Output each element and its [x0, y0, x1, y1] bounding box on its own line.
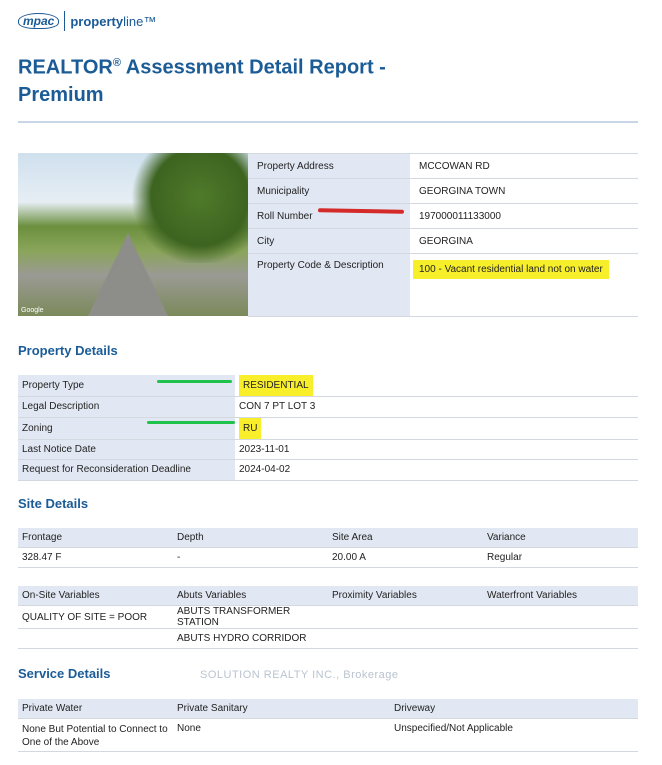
- table-row: Last Notice Date 2023-11-01: [18, 439, 638, 460]
- cell: [328, 629, 483, 648]
- service-details-table: Private Water Private Sanitary Driveway No…: [18, 699, 638, 752]
- cell: QUALITY OF SITE = POOR: [22, 611, 148, 623]
- property-details-table: Property Type RESIDENTIAL Legal Descripti…: [18, 375, 638, 481]
- row-label: Property Address: [248, 154, 410, 178]
- column-header: Proximity Variables: [332, 590, 417, 601]
- row-value: 100 - Vacant residential land not on wat…: [413, 260, 609, 279]
- cell: [328, 606, 483, 628]
- table-row: Municipality GEORGINA TOWN: [248, 179, 638, 204]
- green-marker-annotation: [147, 421, 235, 424]
- cell: ABUTS HYDRO CORRIDOR: [177, 633, 307, 644]
- column-header: On-Site Variables: [22, 590, 100, 601]
- logo-product: property: [70, 13, 124, 29]
- table-row: Request for Reconsideration Deadline 2024…: [18, 460, 638, 481]
- column-header: Driveway: [394, 703, 436, 714]
- column-header: Variance: [487, 532, 526, 543]
- row-label: City: [248, 229, 410, 253]
- table-row: QUALITY OF SITE = POOR ABUTS TRANSFORMER …: [18, 606, 638, 629]
- service-details-heading: Service Details: [18, 666, 111, 681]
- address-table: Property Address MCCOWAN RD Municipality G…: [248, 153, 638, 317]
- row-value: CON 7 PT LOT 3: [239, 401, 316, 413]
- property-details-heading: Property Details: [18, 343, 118, 358]
- table-row: Zoning RU: [18, 417, 638, 440]
- row-label: Last Notice Date: [18, 439, 235, 459]
- cell: 20.00 A: [332, 552, 366, 563]
- logo-divider: [64, 11, 66, 31]
- cell: -: [177, 552, 181, 563]
- table-header-row: Private Water Private Sanitary Driveway: [18, 699, 638, 719]
- column-header: Site Area: [332, 532, 373, 543]
- cell: None: [177, 723, 201, 734]
- cell: Regular: [487, 552, 523, 563]
- logo-product-suffix: line™: [123, 13, 157, 29]
- row-value: 2024-04-02: [239, 464, 291, 476]
- table-header-row: On-Site Variables Abuts Variables Proximit…: [18, 586, 638, 606]
- row-value: 2023-11-01: [239, 443, 290, 455]
- row-value: MCCOWAN RD: [419, 160, 490, 172]
- street-view-photo: Google: [18, 153, 248, 316]
- photo-credit: Google: [21, 307, 44, 314]
- table-row: Property Type RESIDENTIAL: [18, 375, 638, 397]
- row-label: Property Code & Description: [248, 254, 410, 316]
- mpac-logo: mpac property line™: [18, 10, 156, 32]
- column-header: Depth: [177, 532, 204, 543]
- cell: Unspecified/Not Applicable: [394, 723, 513, 734]
- table-row: Roll Number 197000011133000: [248, 204, 638, 229]
- table-header-row: Frontage Depth Site Area Variance: [18, 528, 638, 548]
- cell: ABUTS TRANSFORMER STATION: [177, 606, 291, 628]
- site-details-table: Frontage Depth Site Area Variance 328.47 F -…: [18, 528, 638, 568]
- row-value: RU: [239, 417, 262, 439]
- site-variables-table: On-Site Variables Abuts Variables Proximit…: [18, 586, 638, 649]
- cell: None But Potential to Connect to One of …: [22, 724, 168, 748]
- column-header: Waterfront Variables: [487, 590, 578, 601]
- watermark: SOLUTION REALTY INC., Brokerage: [200, 669, 399, 681]
- column-header: Abuts Variables: [177, 590, 247, 601]
- cell: [18, 629, 173, 648]
- cell: 328.47 F: [22, 552, 62, 563]
- column-header: Frontage: [22, 532, 63, 543]
- row-label: Legal Description: [18, 397, 235, 417]
- table-row: ABUTS HYDRO CORRIDOR: [18, 629, 638, 649]
- table-row: 328.47 F - 20.00 A Regular: [18, 548, 638, 568]
- green-marker-annotation: [157, 380, 232, 383]
- column-header: Private Water: [22, 703, 83, 714]
- row-value: 197000011133000: [419, 210, 501, 222]
- table-row: Property Address MCCOWAN RD: [248, 154, 638, 179]
- row-label: Municipality: [248, 179, 410, 203]
- table-row: Property Code & Description 100 - Vacant …: [248, 254, 638, 317]
- row-label: Roll Number: [248, 204, 410, 228]
- row-value: GEORGINA TOWN: [419, 185, 506, 197]
- logo-brand: mpac: [18, 13, 60, 29]
- row-label: Request for Reconsideration Deadline: [18, 460, 235, 480]
- table-row: City GEORGINA: [248, 229, 638, 254]
- site-details-heading: Site Details: [18, 496, 89, 511]
- table-row: None But Potential to Connect to One of …: [18, 719, 638, 752]
- row-label: Property Type: [18, 375, 235, 396]
- row-value: GEORGINA: [419, 235, 473, 247]
- row-value: RESIDENTIAL: [239, 375, 313, 396]
- cell: [483, 629, 638, 648]
- page-title: REALTOR® Assessment Detail Report - Prem…: [18, 56, 386, 106]
- column-header: Private Sanitary: [177, 703, 248, 714]
- table-row: Legal Description CON 7 PT LOT 3: [18, 397, 638, 418]
- divider: [18, 121, 638, 123]
- cell: [483, 606, 638, 628]
